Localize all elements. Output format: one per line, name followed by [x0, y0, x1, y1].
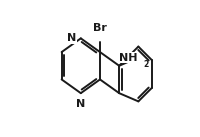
Text: N: N	[76, 99, 85, 109]
Text: NH: NH	[119, 53, 138, 62]
Text: N: N	[67, 33, 77, 43]
Text: Br: Br	[93, 23, 107, 33]
Text: 2: 2	[144, 60, 149, 69]
